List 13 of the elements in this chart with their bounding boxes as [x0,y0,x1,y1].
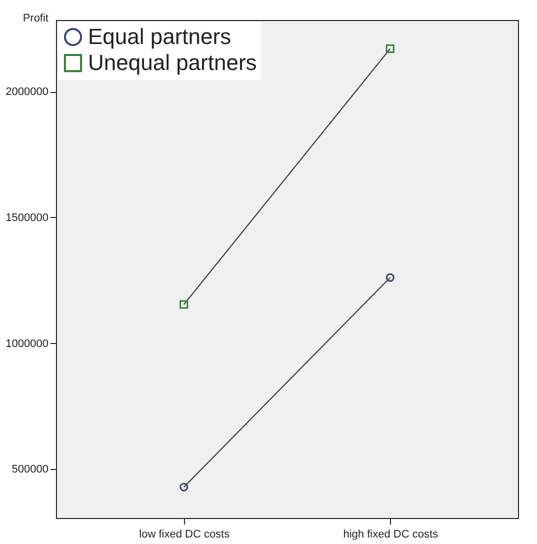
legend-label: Unequal partners [88,50,257,75]
y-tick-label: 2000000 [6,86,48,98]
legend-label: Equal partners [88,24,232,49]
y-tick-label: 1000000 [6,338,48,350]
y-tick-label: 500000 [12,464,48,476]
x-tick-label: low fixed DC costs [139,528,230,540]
point [180,300,188,309]
x-tick-label: high fixed DC costs [343,528,439,540]
y-tick-label: 1500000 [6,212,48,224]
point [180,482,188,492]
y-axis-title: Profit [22,12,48,24]
point [386,273,394,282]
point [386,44,394,53]
